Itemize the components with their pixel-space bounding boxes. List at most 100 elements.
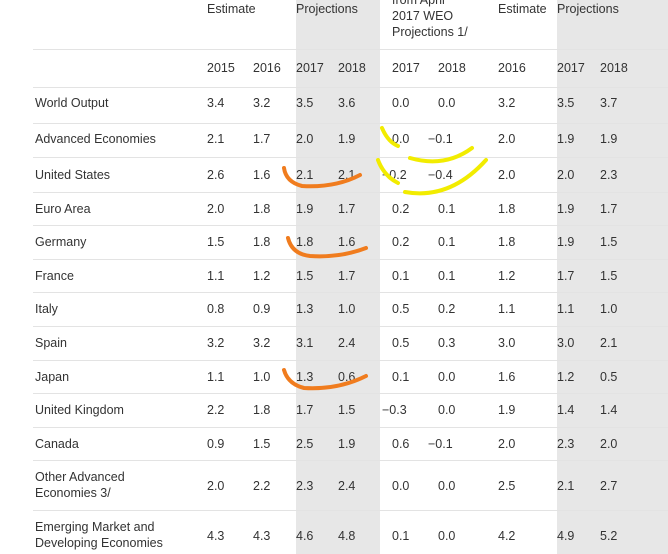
year-header-cell: 2018 [600, 61, 628, 75]
table-cell: 2.3 [600, 168, 618, 182]
header-estimate-right: Estimate [498, 2, 547, 16]
header-projections-left: Projections [296, 2, 358, 16]
table-cell: 1.9 [338, 132, 356, 146]
row-divider [33, 460, 668, 461]
table-cell: 0.1 [438, 235, 456, 249]
table-cell: 1.9 [557, 235, 575, 249]
table-cell: 1.5 [296, 269, 314, 283]
table-cell: 2.1 [557, 479, 575, 493]
row-divider [33, 123, 668, 124]
row-label: Spain [35, 336, 67, 350]
table-cell: 1.9 [338, 437, 356, 451]
table-cell: −0.1 [428, 437, 453, 451]
row-label: Italy [35, 302, 58, 316]
table-cell: 3.2 [498, 96, 516, 110]
table-cell: 2.4 [338, 336, 356, 350]
table-cell: 3.7 [600, 96, 618, 110]
table-cell: 1.6 [338, 235, 356, 249]
row-divider [33, 157, 668, 158]
table-cell: 0.0 [392, 96, 410, 110]
table-cell: 1.2 [498, 269, 516, 283]
table-cell: 0.0 [438, 479, 456, 493]
row-divider [33, 326, 668, 327]
table-cell: 0.5 [392, 336, 410, 350]
table-cell: 1.9 [557, 132, 575, 146]
year-header-cell: 2018 [338, 61, 366, 75]
year-header-cell: 2018 [438, 61, 466, 75]
table-cell: 0.0 [438, 96, 456, 110]
year-header-cell: 2017 [392, 61, 420, 75]
table-cell: 2.6 [207, 168, 225, 182]
row-label: United States [35, 168, 111, 182]
table-cell: 2.5 [296, 437, 314, 451]
row-divider [33, 427, 668, 428]
table-cell: −0.2 [382, 168, 407, 182]
table-cell: 2.3 [296, 479, 314, 493]
table-cell: 2.3 [557, 437, 575, 451]
row-label: Advanced Economies [35, 132, 156, 146]
table-cell: 2.1 [600, 336, 618, 350]
table-cell: 2.0 [557, 168, 575, 182]
table-cell: 0.6 [392, 437, 410, 451]
row-label: Euro Area [35, 202, 91, 216]
year-header-cell: 2016 [498, 61, 526, 75]
row-divider [33, 192, 668, 193]
table-cell: 2.1 [207, 132, 225, 146]
table-cell: −0.4 [428, 168, 453, 182]
row-label: World Output [35, 96, 109, 110]
yellow-highlight-mark [408, 146, 474, 164]
table-cell: 5.2 [600, 529, 618, 543]
table-cell: 0.1 [392, 269, 410, 283]
table-cell: 2.0 [498, 132, 516, 146]
row-label: Emerging Market and [35, 520, 155, 534]
table-cell: 0.9 [253, 302, 271, 316]
row-label: Canada [35, 437, 79, 451]
table-cell: 1.7 [296, 403, 314, 417]
table-cell: 2.5 [498, 479, 516, 493]
row-divider [33, 393, 668, 394]
row-divider [33, 87, 668, 88]
table-cell: 1.7 [338, 202, 356, 216]
table-cell: 1.5 [600, 235, 618, 249]
table-cell: 0.1 [392, 529, 410, 543]
table-cell: 0.1 [438, 269, 456, 283]
projections-column-shade-right [557, 0, 668, 554]
table-cell: 3.1 [296, 336, 314, 350]
table-cell: 0.0 [392, 132, 410, 146]
table-cell: 0.5 [600, 370, 618, 384]
table-cell: 1.8 [498, 202, 516, 216]
table-cell: 3.4 [207, 96, 225, 110]
header-weo-note-line1: from April [392, 0, 445, 7]
table-cell: 0.1 [438, 202, 456, 216]
table-cell: 2.1 [338, 168, 356, 182]
table-cell: 4.3 [207, 529, 225, 543]
table-cell: 1.8 [296, 235, 314, 249]
table-cell: 1.5 [207, 235, 225, 249]
row-divider [33, 49, 668, 50]
table-cell: 2.7 [600, 479, 618, 493]
year-header-cell: 2015 [207, 61, 235, 75]
table-cell: 0.6 [338, 370, 356, 384]
table-cell: 4.8 [338, 529, 356, 543]
table-cell: 0.0 [438, 370, 456, 384]
table-cell: 1.6 [253, 168, 271, 182]
table-cell: 1.8 [253, 403, 271, 417]
row-label: Japan [35, 370, 70, 384]
table-cell: 0.0 [392, 479, 410, 493]
row-divider [33, 510, 668, 511]
table-cell: 1.7 [600, 202, 618, 216]
table-cell: 3.5 [557, 96, 575, 110]
header-weo-note-line3: Projections 1/ [392, 25, 468, 39]
table-cell: 1.5 [600, 269, 618, 283]
row-divider [33, 360, 668, 361]
header-weo-note-line2: 2017 WEO [392, 9, 454, 23]
table-cell: 0.1 [392, 370, 410, 384]
table-cell: 3.2 [253, 96, 271, 110]
table-cell: 2.0 [498, 168, 516, 182]
table-cell: 1.7 [557, 269, 575, 283]
table-cell: 0.2 [392, 235, 410, 249]
table-cell: 1.4 [600, 403, 618, 417]
table-cell: 1.1 [207, 370, 225, 384]
table-cell: 1.9 [498, 403, 516, 417]
table-cell: 3.5 [296, 96, 314, 110]
